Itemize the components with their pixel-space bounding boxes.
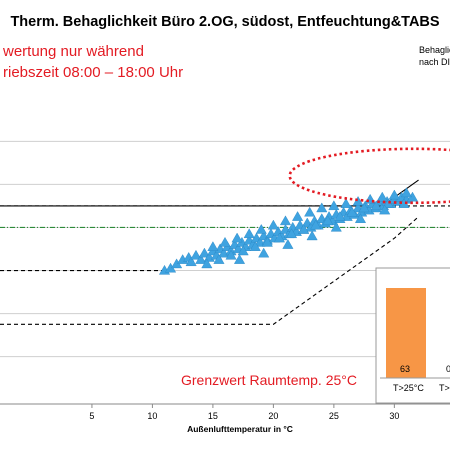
data-point xyxy=(233,254,246,264)
annotation-time-window-line2: riebszeit 08:00 – 18:00 Uhr xyxy=(3,64,183,81)
inset-bar xyxy=(386,288,426,378)
data-point xyxy=(370,200,382,211)
data-point xyxy=(225,249,237,260)
data-point xyxy=(243,228,255,239)
data-point xyxy=(340,198,352,208)
data-point xyxy=(354,213,367,223)
data-point xyxy=(304,206,316,217)
inset-category-label: T>27 xyxy=(439,383,450,393)
x-tick-label: 30 xyxy=(389,411,399,421)
data-points xyxy=(158,187,419,275)
annotation-limit: Grenzwert Raumtemp. 25°C xyxy=(181,372,357,388)
data-point xyxy=(379,204,391,215)
inset-value-label: 0 xyxy=(446,364,450,374)
annotation-time-window-line1: wertung nur während xyxy=(2,43,144,60)
data-point xyxy=(298,224,310,234)
data-point xyxy=(261,236,273,247)
data-point xyxy=(267,219,279,230)
x-tick-label: 10 xyxy=(147,411,157,421)
inset-bars: 63 T>25°C 0 T>27 xyxy=(380,288,450,393)
data-point xyxy=(330,221,342,232)
data-point xyxy=(195,254,207,264)
data-point xyxy=(376,191,388,202)
data-point xyxy=(352,196,364,206)
inset-category-label: T>25°C xyxy=(393,383,424,393)
data-point xyxy=(310,219,322,230)
x-tick-label: 5 xyxy=(89,411,94,421)
data-point xyxy=(328,200,340,211)
x-tick-label: 20 xyxy=(268,411,278,421)
data-point xyxy=(185,256,197,267)
annotation-standard-line1: Behaglic xyxy=(419,45,450,55)
data-point xyxy=(292,211,304,221)
data-point xyxy=(190,249,202,260)
x-tick-label: 25 xyxy=(329,411,339,421)
data-point xyxy=(258,247,270,258)
data-point xyxy=(207,241,219,251)
data-point xyxy=(219,236,231,247)
x-axis: 5 10 15 20 25 30 xyxy=(0,403,450,421)
data-point xyxy=(273,232,285,243)
data-point xyxy=(316,202,328,213)
data-point xyxy=(198,247,210,258)
data-point xyxy=(346,206,358,217)
data-point xyxy=(282,239,294,249)
data-point xyxy=(231,232,243,243)
data-point xyxy=(285,228,298,239)
inset-value-label: 63 xyxy=(400,364,410,374)
data-point xyxy=(201,258,213,269)
annotation-standard-line2: nach DI xyxy=(419,57,450,67)
data-point xyxy=(255,224,267,234)
data-point xyxy=(213,254,225,264)
data-point xyxy=(237,245,249,256)
data-point xyxy=(322,215,334,226)
x-axis-label: Außenlufttemperatur in °C xyxy=(187,424,293,434)
data-point xyxy=(249,241,261,251)
x-tick-label: 15 xyxy=(208,411,218,421)
chart-title: Therm. Behaglichkeit Büro 2.OG, südost, … xyxy=(10,14,440,30)
data-point xyxy=(388,189,400,200)
data-point xyxy=(358,202,370,213)
lower-bound-line xyxy=(0,216,419,325)
data-point xyxy=(279,215,292,226)
inset-bar-chart: 63 T>25°C 0 T>27 xyxy=(375,267,450,404)
data-point xyxy=(334,211,346,221)
data-point xyxy=(306,230,318,241)
data-point xyxy=(400,187,412,198)
